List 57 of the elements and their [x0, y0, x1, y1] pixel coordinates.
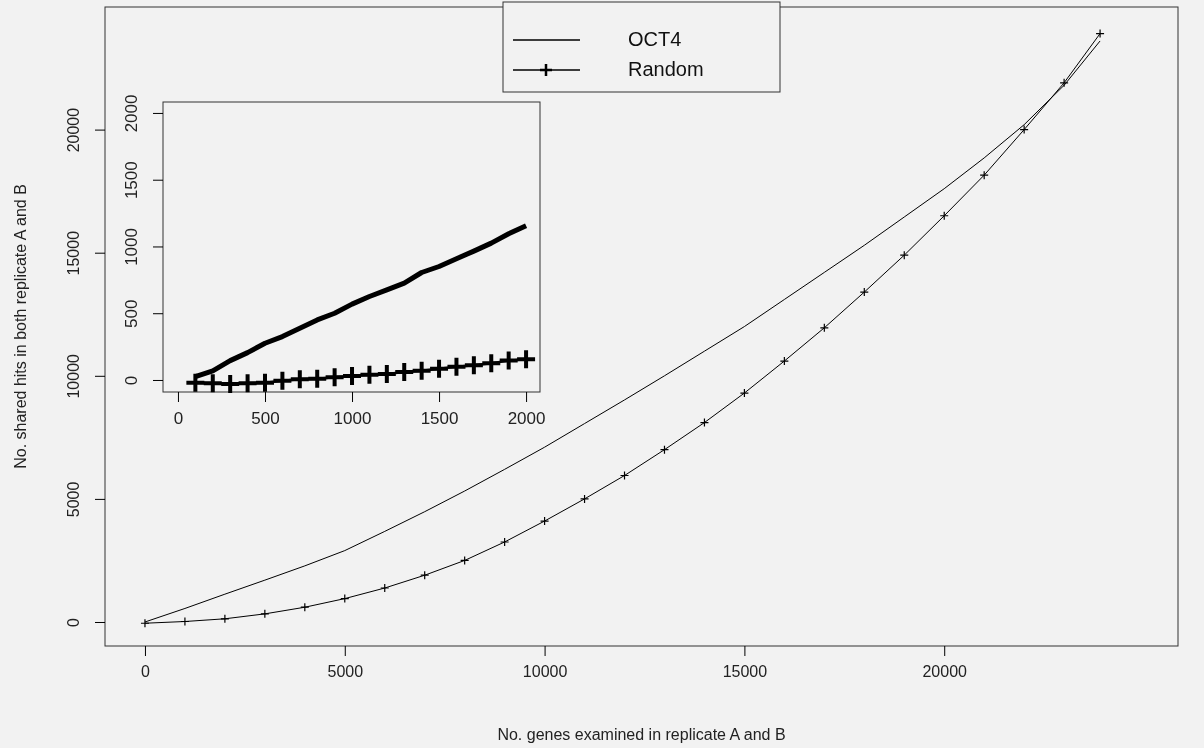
point — [341, 364, 364, 387]
y-tick-label: 2000 — [122, 94, 141, 133]
point — [1059, 78, 1069, 88]
legend-label: OCT4 — [628, 28, 682, 50]
point — [779, 356, 789, 366]
point — [497, 349, 520, 372]
point — [445, 355, 468, 378]
point — [358, 363, 381, 386]
point — [254, 371, 276, 394]
x-tick-label: 0 — [173, 409, 184, 429]
point — [220, 614, 230, 624]
point — [375, 362, 398, 385]
point — [739, 388, 749, 398]
x-tick-label: 500 — [251, 409, 280, 429]
y-tick-label: 20000 — [65, 107, 82, 153]
point — [480, 352, 503, 375]
point — [500, 537, 510, 547]
y-tick-label: 15000 — [65, 230, 82, 276]
point — [462, 354, 485, 377]
point — [306, 367, 329, 390]
point — [260, 609, 270, 619]
point — [428, 357, 451, 380]
point — [539, 516, 550, 526]
point — [140, 618, 150, 628]
point — [1095, 28, 1105, 39]
x-axis-title: No. genes examined in replicate A and B — [497, 726, 786, 743]
x-tick-label: 2000 — [507, 409, 546, 429]
point — [288, 368, 311, 391]
x-tick-label: 1000 — [333, 409, 372, 429]
x-tick-label: 5000 — [327, 663, 364, 681]
y-tick-label: 10000 — [65, 353, 82, 399]
point — [184, 371, 207, 394]
x-tick-label: 10000 — [522, 663, 568, 681]
point — [180, 616, 190, 627]
y-tick-label: 500 — [122, 299, 141, 328]
point — [380, 583, 390, 593]
point — [859, 287, 869, 297]
point — [515, 348, 538, 371]
y-tick-label: 5000 — [65, 481, 82, 518]
point — [219, 372, 242, 395]
x-tick-label: 20000 — [922, 663, 968, 681]
y-tick-label: 0 — [65, 617, 82, 627]
point — [236, 372, 259, 395]
point — [323, 366, 346, 389]
x-tick-label: 1500 — [420, 409, 459, 429]
x-tick-label: 15000 — [722, 663, 768, 681]
y-tick-label: 0 — [122, 375, 141, 386]
y-tick-label: 1500 — [122, 161, 141, 200]
point — [1019, 125, 1029, 135]
y-axis-title: No. shared hits in both replicate A and B — [12, 184, 29, 469]
point — [579, 494, 590, 504]
point — [201, 372, 224, 395]
legend-label: Random — [628, 58, 704, 80]
point — [410, 359, 433, 382]
point — [271, 369, 294, 392]
point — [393, 360, 416, 383]
y-tick-label: 1000 — [122, 228, 141, 266]
